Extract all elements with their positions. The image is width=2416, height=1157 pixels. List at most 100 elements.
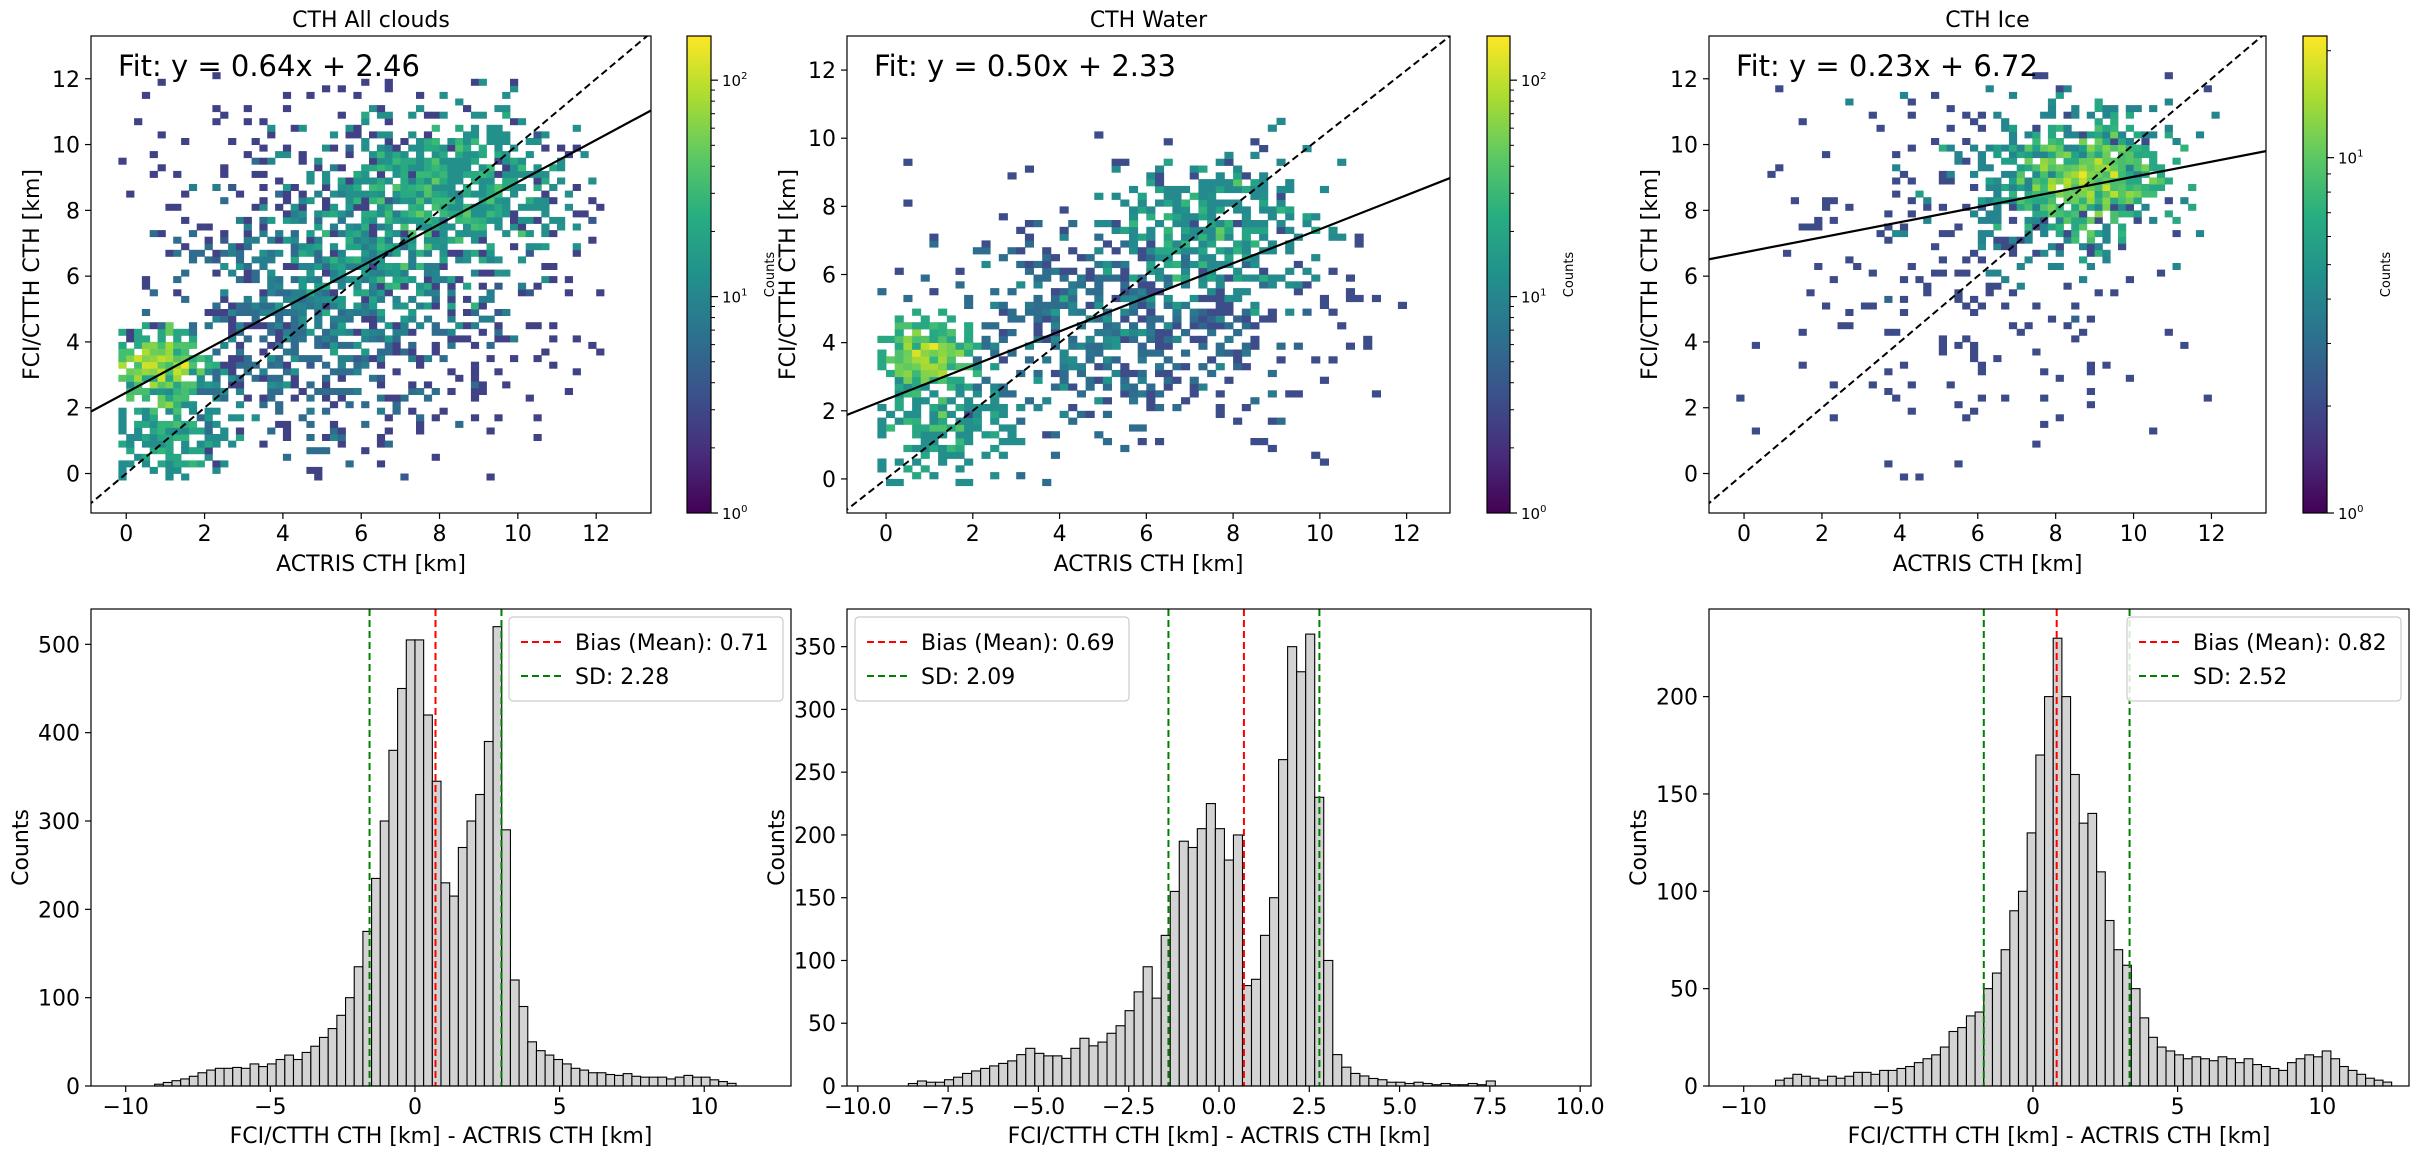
heatmap-cell <box>1311 274 1321 282</box>
heatmap-cell <box>2063 282 2072 290</box>
heatmap-cells <box>1736 72 2220 481</box>
heatmap-cell <box>2133 177 2142 185</box>
heatmap-cell <box>275 190 284 198</box>
heatmap-cell <box>1250 301 1260 309</box>
heatmap-cell <box>2118 230 2127 238</box>
heatmap-cell <box>1024 220 1034 228</box>
heatmap-cell <box>181 295 190 303</box>
colorbar-tick-base: 10 <box>722 72 741 90</box>
heatmap-cell <box>408 177 417 185</box>
heatmap-cell <box>298 243 307 251</box>
heatmap-cell <box>314 315 323 323</box>
heatmap-cell <box>1259 438 1269 446</box>
heatmap-cell <box>149 381 158 389</box>
heatmap-cell <box>2086 184 2095 191</box>
heatmap-cell <box>329 322 339 330</box>
heatmap-cell <box>329 263 339 270</box>
heatmap-cell <box>329 341 339 349</box>
histogram-bar <box>2365 1077 2375 1087</box>
heatmap-cell <box>1977 302 1986 310</box>
y-tick-label: 4 <box>822 332 836 357</box>
heatmap-cell <box>981 260 991 269</box>
heatmap-cell <box>275 236 284 244</box>
heatmap-cell <box>439 210 448 218</box>
heatmap-cell <box>1954 341 1963 349</box>
x-tick-label: 10 <box>690 1095 718 1120</box>
heatmap-cell <box>517 170 527 178</box>
heatmap-cell <box>2063 190 2072 198</box>
heatmap-cell <box>1224 247 1234 255</box>
heatmap-cell <box>912 397 922 405</box>
heatmap-cell <box>1285 206 1295 214</box>
heatmap-cell <box>946 397 956 405</box>
histogram-bar <box>292 1058 303 1087</box>
heatmap-cell <box>1993 243 2002 251</box>
heatmap-cell <box>376 460 386 468</box>
heatmap-cell <box>1215 294 1225 303</box>
heatmap-cell <box>1189 390 1199 398</box>
histogram-bar <box>989 1065 1000 1087</box>
histogram-bar <box>657 1076 668 1087</box>
heatmap-cell <box>1024 165 1034 173</box>
heatmap-cell <box>1059 376 1069 384</box>
heatmap-cell <box>400 269 409 277</box>
heatmap-cell <box>2164 98 2173 106</box>
heatmap-cell <box>1163 356 1173 364</box>
heatmap-cell <box>2040 157 2049 165</box>
heatmap-cell <box>494 210 503 218</box>
heatmap-cell <box>1876 124 1885 132</box>
heatmap-cell <box>877 349 887 357</box>
heatmap-cell <box>345 144 354 152</box>
histogram-bar <box>2269 1067 2280 1087</box>
heatmap-cell <box>439 91 448 99</box>
heatmap-cell <box>1884 223 1893 231</box>
heatmap-cell <box>2016 177 2025 185</box>
heatmap-cell <box>1181 260 1191 269</box>
heatmap-cell <box>322 295 331 303</box>
colorbar-gradient <box>1486 35 1511 514</box>
heatmap-cell <box>2032 348 2041 356</box>
heatmap-cell <box>1068 404 1078 412</box>
heatmap-cell <box>126 328 135 336</box>
heatmap-cell <box>2063 184 2072 191</box>
heatmap-cell <box>494 216 503 224</box>
heatmap-cell <box>439 230 448 238</box>
heatmap-cell <box>361 111 370 119</box>
heatmap-cell <box>1172 274 1182 282</box>
heatmap-cell <box>1189 376 1199 384</box>
heatmap-cell <box>423 243 433 251</box>
heatmap-cell <box>376 131 386 139</box>
heatmap-cell <box>486 243 495 251</box>
heatmap-cell <box>2086 263 2095 270</box>
heatmap-cell <box>376 164 386 172</box>
heatmap-cell <box>275 328 284 336</box>
heatmap-cell <box>564 203 573 211</box>
histogram-bar <box>2174 1054 2184 1087</box>
heatmap-cell <box>2110 184 2119 191</box>
heatmap-cell <box>1172 322 1182 330</box>
heatmap-cell <box>447 341 456 349</box>
heatmap-cell <box>903 410 913 418</box>
heatmap-cell <box>2055 124 2064 132</box>
heatmap-cell <box>1345 274 1355 282</box>
heatmap-cell <box>306 243 315 251</box>
heatmap-cell <box>486 341 495 349</box>
heatmap-cell <box>1985 184 1994 191</box>
heatmap-cell <box>2118 223 2127 231</box>
heatmap-cell <box>1276 185 1286 194</box>
heatmap-cell <box>572 144 581 152</box>
histogram-bar <box>414 639 425 1087</box>
heatmap-cell <box>1085 349 1095 357</box>
heatmap-cell <box>345 124 354 132</box>
histogram-bar <box>2217 1056 2228 1087</box>
heatmap-cell <box>1102 383 1112 391</box>
histogram-bar <box>440 882 451 1087</box>
heatmap-cell <box>149 151 158 159</box>
heatmap-cell <box>337 177 346 185</box>
legend-bias-label: Bias (Mean): 0.71 <box>575 631 769 656</box>
heatmap-cell <box>1962 269 1971 277</box>
heatmap-cell <box>1276 226 1286 234</box>
heatmap-cell <box>2063 131 2072 139</box>
heatmap-cell <box>1050 294 1060 303</box>
heatmap-cell <box>290 124 299 132</box>
